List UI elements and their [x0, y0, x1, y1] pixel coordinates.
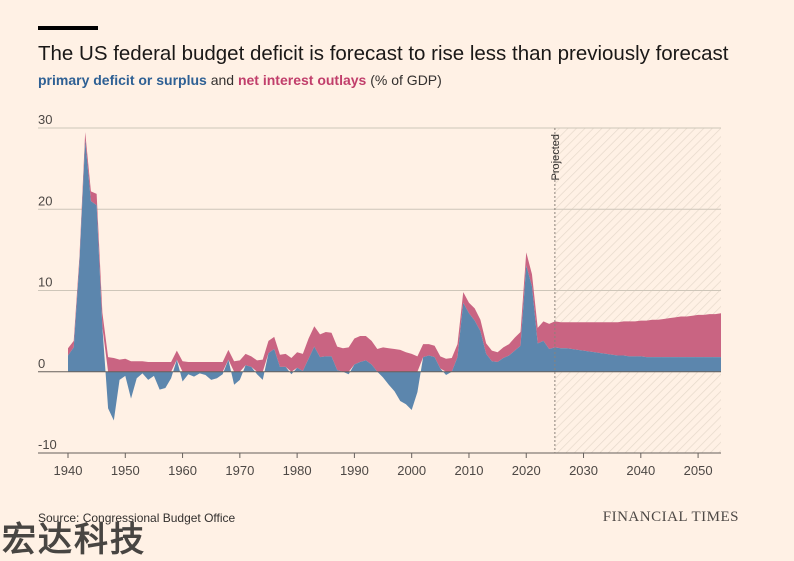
series-area-primary	[68, 140, 721, 421]
x-tick-label: 1950	[111, 463, 140, 478]
source-note: Source: Congressional Budget Office	[38, 511, 236, 525]
x-tick-label: 2030	[569, 463, 598, 478]
series-area-interest	[68, 132, 721, 372]
x-tick-label: 2020	[512, 463, 541, 478]
y-tick-label: -10	[38, 437, 57, 452]
projected-label: Projected	[550, 134, 562, 180]
y-tick-label: 20	[38, 193, 52, 208]
ft-logo: FINANCIAL TIMES	[602, 509, 739, 525]
subtitle-series-interest: net interest outlays	[237, 72, 367, 88]
x-tick-label: 1940	[54, 463, 83, 478]
chart-title: The US federal budget deficit is forecas…	[38, 42, 729, 65]
chart-subtitle: primary deficit or surplus and net inter…	[38, 72, 442, 88]
x-tick-label: 2010	[455, 463, 484, 478]
x-tick-label: 2000	[397, 463, 426, 478]
x-tick-label: 1980	[283, 463, 312, 478]
x-tick-label: 1960	[168, 463, 197, 478]
watermark-logo: 宏达科技	[2, 521, 146, 559]
y-tick-label: 0	[38, 356, 45, 371]
y-tick-label: 30	[38, 112, 52, 127]
ft-topbar	[38, 26, 98, 30]
x-tick-label: 2040	[626, 463, 655, 478]
subtitle-and: and	[206, 72, 238, 88]
subtitle-unit: (% of GDP)	[366, 72, 442, 88]
y-tick-label: 10	[38, 275, 52, 290]
x-tick-label: 2050	[684, 463, 713, 478]
x-tick-label: 1990	[340, 463, 369, 478]
subtitle-series-primary: primary deficit or surplus	[38, 72, 207, 88]
x-tick-label: 1970	[225, 463, 254, 478]
